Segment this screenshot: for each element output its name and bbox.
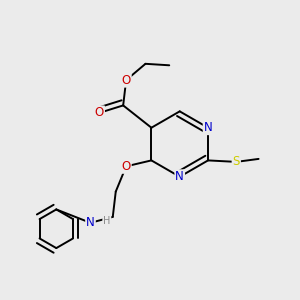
Text: O: O (122, 74, 131, 87)
Text: O: O (95, 106, 104, 119)
Text: H: H (103, 216, 110, 226)
Text: N: N (204, 121, 212, 134)
Text: N: N (86, 216, 95, 229)
Text: O: O (122, 160, 131, 173)
Text: S: S (232, 155, 240, 168)
Text: N: N (175, 170, 184, 183)
